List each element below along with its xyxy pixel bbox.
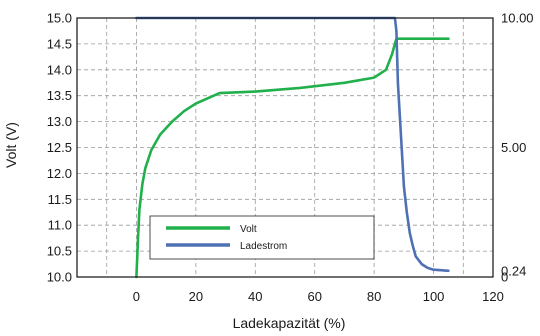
left-axis-ticks: 10.0 10.5 11.0 11.5 12.0 12.5 13.0 13.5 14.0 14.5…	[47, 11, 72, 285]
x-tick-label: 0	[133, 289, 140, 304]
legend-label-volt: Volt	[240, 224, 257, 235]
y-right-tick-label: 5.00	[501, 140, 526, 155]
y-right-tick-label: 0.24	[501, 263, 526, 278]
x-axis-label: Ladekapazität (%)	[233, 315, 346, 331]
y-axis-label: Volt (V)	[3, 122, 19, 168]
y-left-tick-label: 14.0	[47, 62, 72, 77]
y-left-tick-label: 11.0	[48, 218, 72, 233]
x-axis-ticks: 0 20 40 60 80 100 120	[133, 289, 504, 304]
x-tick-label: 60	[307, 289, 321, 304]
x-tick-label: 100	[423, 289, 445, 304]
y-left-tick-label: 13.0	[47, 114, 72, 129]
y-left-tick-label: 14.5	[47, 36, 72, 51]
x-tick-label: 20	[189, 289, 203, 304]
plot-frame	[76, 17, 494, 278]
x-tick-label: 80	[367, 289, 381, 304]
y-left-tick-label: 15.0	[47, 11, 72, 26]
y-right-tick-label: 0	[501, 270, 508, 285]
legend-box	[149, 215, 375, 260]
grid-lines	[77, 18, 493, 277]
y-left-tick-label: 12.5	[47, 140, 72, 155]
legend-label-ladestrom: Ladestrom	[240, 241, 287, 252]
x-tick-label: 40	[248, 289, 262, 304]
y-left-tick-label: 10.5	[47, 244, 72, 259]
legend: Volt Ladestrom	[149, 215, 375, 260]
y-left-tick-label: 12.0	[47, 166, 72, 181]
y-left-tick-label: 10.0	[47, 270, 72, 285]
right-axis-ticks: 00.24 5.00 10.00	[501, 11, 534, 285]
y-left-tick-label: 11.5	[48, 192, 72, 207]
y-left-tick-label: 13.5	[47, 88, 72, 103]
x-tick-label: 120	[482, 289, 504, 304]
y-right-tick-label: 10.00	[501, 11, 534, 26]
